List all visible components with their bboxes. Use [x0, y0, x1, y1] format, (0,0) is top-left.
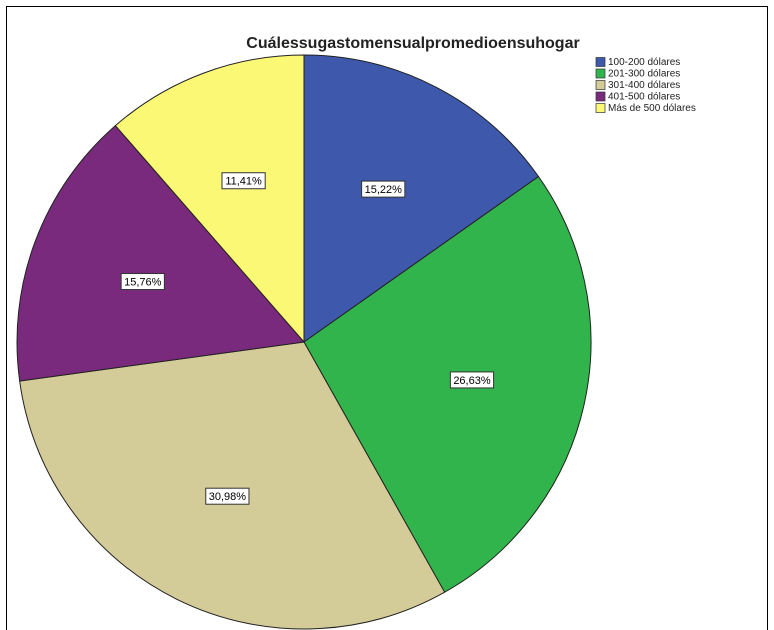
legend-label: 301-400 dólares — [608, 80, 680, 91]
legend-label: 401-500 dólares — [608, 92, 680, 103]
pie-slice — [114, 54, 305, 344]
data-label-box — [221, 172, 266, 190]
data-label: 15,22% — [365, 184, 403, 196]
data-label-box — [361, 180, 406, 198]
legend-label: 100-200 dólares — [608, 57, 680, 68]
pie-slice — [19, 341, 446, 630]
chart-title: Cuálessugastomensualpromedioensuhogar — [246, 35, 579, 52]
legend-swatch — [595, 80, 606, 90]
data-label: 11,41% — [225, 176, 262, 188]
legend-swatch — [595, 91, 606, 102]
legend-swatch — [595, 57, 606, 67]
data-label-box — [120, 273, 165, 291]
pie-slice — [303, 175, 592, 593]
data-label-box — [449, 371, 495, 389]
legend-swatch — [595, 103, 606, 113]
data-label: 30,98% — [209, 491, 247, 503]
data-label: 15,76% — [124, 276, 162, 288]
legend-label: 201-300 dólares — [608, 69, 680, 80]
data-label: 26,63% — [453, 375, 491, 387]
legend-label: Más de 500 dólares — [608, 103, 696, 114]
pie-slice — [16, 124, 305, 382]
data-label-box — [205, 487, 250, 505]
pie-slice — [303, 54, 540, 343]
legend-swatch — [595, 68, 606, 79]
